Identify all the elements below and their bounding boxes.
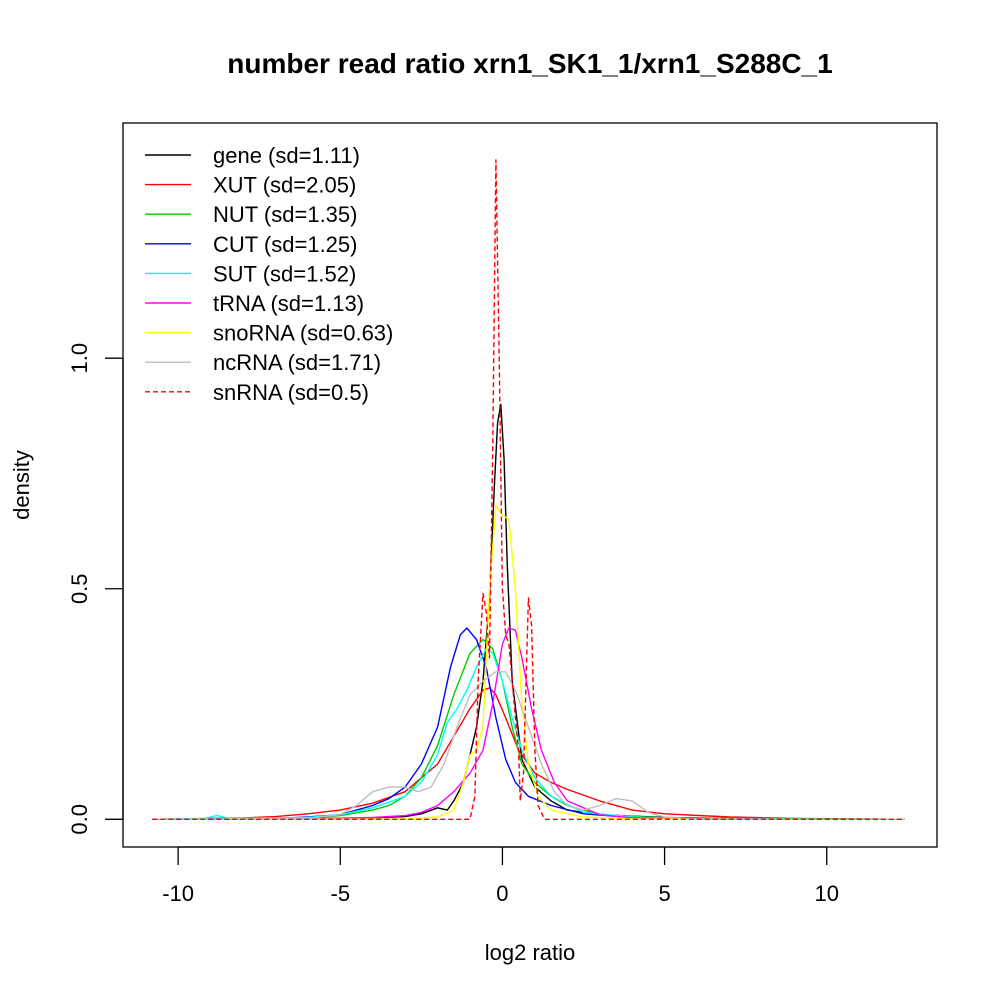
y-axis-label: density [9, 450, 34, 520]
series-line-5 [152, 627, 905, 820]
legend: gene (sd=1.11) XUT (sd=2.05) NUT (sd=1.35)… [145, 143, 393, 405]
y-tick-label: 1.0 [67, 343, 92, 374]
series-line-8 [152, 159, 905, 820]
series-line-1 [152, 687, 905, 820]
x-tick-label: 0 [496, 881, 508, 906]
legend-label: snRNA (sd=0.5) [213, 380, 369, 405]
y-axis: 0.0 0.5 1.0 [67, 343, 124, 835]
series-line-4 [152, 648, 905, 820]
legend-label: SUT (sd=1.52) [213, 261, 356, 286]
series-line-6 [152, 505, 905, 820]
series-layer [152, 159, 905, 820]
x-tick-label: -10 [162, 881, 194, 906]
x-axis: -10 -5 0 5 10 [162, 846, 839, 906]
legend-label: NUT (sd=1.35) [213, 202, 357, 227]
x-axis-label: log2 ratio [485, 940, 576, 965]
legend-label: ncRNA (sd=1.71) [213, 350, 381, 375]
legend-label: XUT (sd=2.05) [213, 173, 356, 198]
legend-label: tRNA (sd=1.13) [213, 291, 364, 316]
x-tick-label: -5 [331, 881, 351, 906]
legend-label: CUT (sd=1.25) [213, 232, 357, 257]
legend-label: gene (sd=1.11) [213, 143, 360, 168]
series-line-7 [152, 671, 905, 820]
x-tick-label: 10 [814, 881, 838, 906]
series-line-3 [152, 627, 905, 820]
series-line-2 [152, 638, 905, 820]
legend-label: snoRNA (sd=0.63) [213, 321, 393, 346]
y-tick-label: 0.0 [67, 804, 92, 835]
y-tick-label: 0.5 [67, 573, 92, 604]
x-tick-label: 5 [658, 881, 670, 906]
chart-title: number read ratio xrn1_SK1_1/xrn1_S288C_… [227, 48, 832, 79]
series-line-0 [152, 403, 905, 820]
